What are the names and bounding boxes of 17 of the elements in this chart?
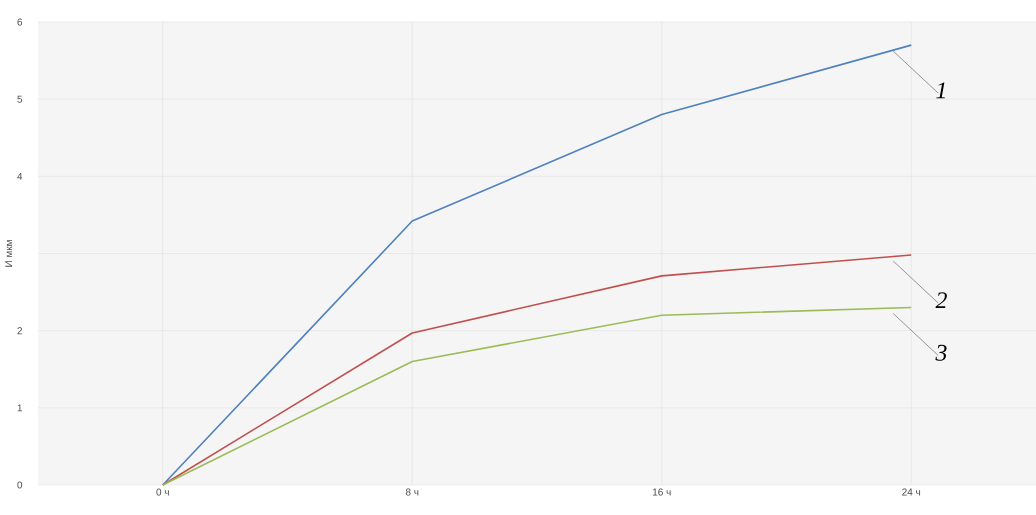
x-tick-label: 0 ч <box>156 488 169 496</box>
x-tick-label: 16 ч <box>652 488 671 496</box>
line-series <box>161 306 913 486</box>
line-series <box>161 44 913 486</box>
series-label: 1 <box>936 82 945 99</box>
y-tick-label: 1 <box>17 404 23 412</box>
series-label: 2 <box>935 292 947 309</box>
y-tick-label: 2 <box>17 327 22 335</box>
y-tick-label: 0 <box>17 481 23 489</box>
y-tick-label: 4 <box>17 172 23 180</box>
y-tick-label: 5 <box>17 95 23 103</box>
line-series <box>161 254 913 486</box>
y-tick-label: 6 <box>17 18 23 26</box>
y-axis-title: И мкм <box>5 240 13 267</box>
series-label: 3 <box>935 344 947 361</box>
x-tick-label: 24 ч <box>902 488 921 496</box>
x-tick-label: 8 ч <box>405 488 419 496</box>
